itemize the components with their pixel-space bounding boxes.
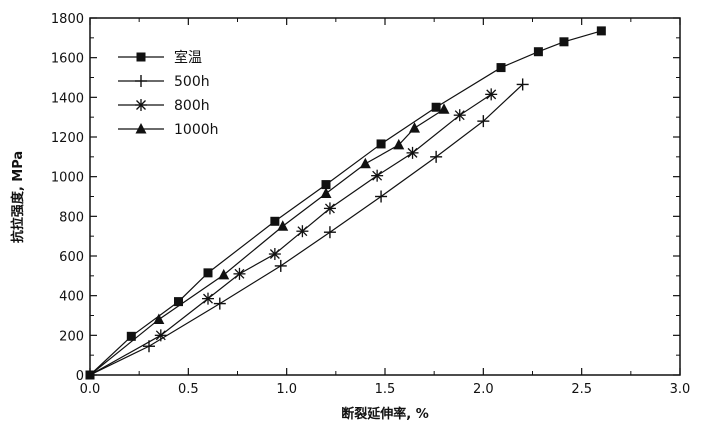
x-tick-label: 3.0 bbox=[670, 382, 691, 397]
series-line bbox=[89, 108, 445, 376]
data-point-square bbox=[496, 63, 506, 73]
series-triangle bbox=[89, 103, 450, 376]
data-point-plus bbox=[135, 75, 147, 87]
data-point-plus bbox=[213, 297, 226, 310]
y-tick-label: 1400 bbox=[51, 91, 84, 106]
x-tick-labels: 0.0 0.5 1.0 1.5 2.0 2.5 3.0 bbox=[80, 382, 691, 397]
data-point-square bbox=[174, 297, 183, 307]
data-point-square bbox=[136, 52, 146, 62]
data-point-asterisk bbox=[323, 202, 336, 215]
x-tick-label: 0.5 bbox=[178, 382, 199, 397]
legend-item: 800h bbox=[118, 98, 210, 114]
x-tick-label: 1.5 bbox=[375, 382, 396, 397]
data-point-plus bbox=[516, 78, 529, 91]
y-tick-label: 1200 bbox=[51, 131, 84, 146]
series-layer bbox=[85, 26, 606, 380]
x-tick-label: 2.5 bbox=[571, 382, 592, 397]
axis-ticks bbox=[89, 17, 681, 376]
series-asterisk bbox=[89, 88, 498, 376]
data-point-square bbox=[270, 216, 280, 226]
data-point-plus bbox=[430, 150, 443, 163]
data-point-plus bbox=[274, 259, 287, 272]
y-tick-label: 1000 bbox=[51, 171, 84, 186]
data-point-square bbox=[431, 102, 441, 112]
data-point-triangle bbox=[393, 138, 405, 150]
data-point-triangle bbox=[409, 122, 420, 133]
legend: 室温 500h 800h 1000h bbox=[118, 49, 219, 138]
legend-label: 室温 bbox=[174, 49, 202, 66]
series-line bbox=[89, 30, 602, 376]
data-point-asterisk bbox=[406, 146, 419, 159]
legend-item: 1000h bbox=[118, 122, 219, 138]
x-tick-label: 1.0 bbox=[276, 382, 297, 397]
data-point-square bbox=[559, 37, 569, 47]
data-point-plus bbox=[477, 115, 490, 128]
data-point-plus bbox=[323, 226, 336, 239]
series-plus bbox=[89, 78, 529, 376]
data-point-triangle bbox=[153, 313, 165, 324]
data-point-square bbox=[376, 139, 386, 149]
y-tick-label: 1800 bbox=[51, 12, 84, 27]
data-point-triangle bbox=[277, 220, 289, 231]
legend-label: 800h bbox=[174, 98, 210, 114]
y-tick-labels: 0 200 400 600 800 1000 1200 1400 1600 1800 bbox=[51, 12, 84, 384]
data-point-plus bbox=[375, 190, 388, 203]
y-tick-label: 1600 bbox=[51, 52, 84, 67]
data-point-asterisk bbox=[453, 109, 466, 122]
y-tick-label: 400 bbox=[59, 290, 84, 305]
series-line bbox=[89, 93, 492, 376]
y-axis-title: 抗拉强度, MPa bbox=[10, 151, 26, 243]
y-tick-label: 0 bbox=[76, 369, 84, 384]
y-tick-label: 600 bbox=[59, 250, 84, 265]
y-tick-label: 200 bbox=[59, 329, 84, 344]
data-point-triangle bbox=[359, 157, 371, 169]
data-point-triangle bbox=[438, 103, 450, 114]
series-square bbox=[85, 26, 606, 380]
x-tick-label: 0.0 bbox=[80, 382, 101, 397]
data-point-asterisk bbox=[485, 88, 498, 101]
data-point-asterisk bbox=[371, 169, 384, 182]
series-line bbox=[89, 84, 524, 376]
data-point-asterisk bbox=[202, 292, 214, 305]
data-point-asterisk bbox=[296, 225, 309, 238]
data-point-square bbox=[321, 180, 331, 190]
data-point-triangle bbox=[218, 268, 230, 280]
legend-label: 500h bbox=[174, 74, 210, 90]
x-axis-title: 断裂延伸率, % bbox=[341, 406, 429, 422]
data-point-asterisk bbox=[268, 248, 281, 261]
legend-label: 1000h bbox=[174, 122, 219, 138]
data-point-square bbox=[533, 47, 543, 57]
data-point-triangle bbox=[135, 123, 147, 134]
data-point-asterisk bbox=[233, 267, 246, 280]
data-point-square bbox=[203, 268, 213, 278]
data-point-asterisk bbox=[154, 329, 167, 342]
data-point-square bbox=[126, 331, 136, 341]
data-point-triangle bbox=[320, 187, 332, 199]
legend-item: 室温 bbox=[118, 49, 202, 66]
legend-item: 500h bbox=[118, 74, 210, 90]
data-point-square bbox=[596, 26, 606, 36]
y-tick-label: 800 bbox=[59, 210, 84, 225]
data-point-asterisk bbox=[135, 99, 147, 111]
x-tick-label: 2.0 bbox=[473, 382, 494, 397]
